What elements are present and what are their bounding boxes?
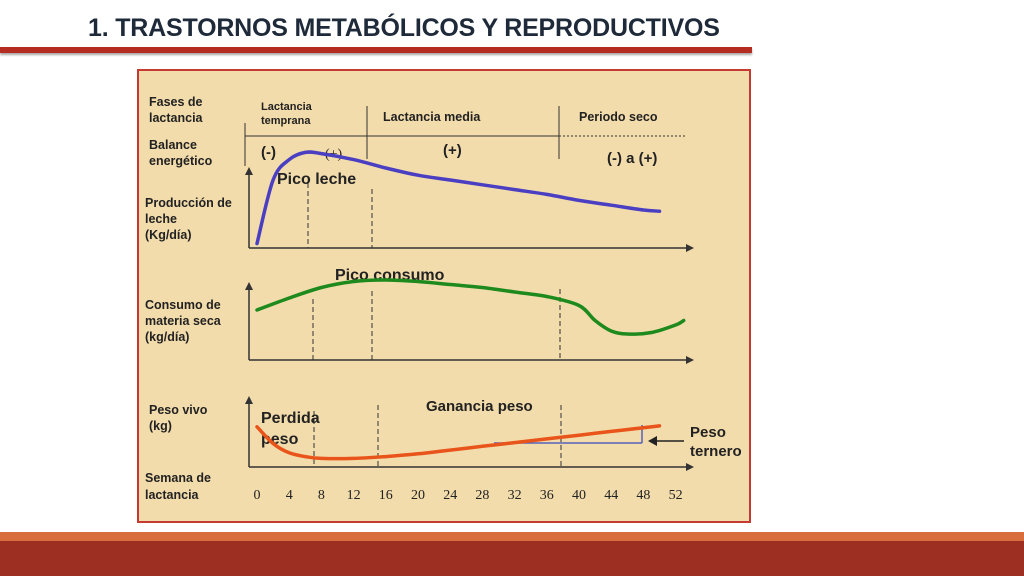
week-tick-44: 44 (604, 488, 618, 503)
dmi-axis-label-line3: (kg/día) (145, 330, 189, 344)
balance-early-negative: (-) (261, 144, 276, 161)
week-tick-28: 28 (475, 488, 489, 503)
weight-axis-label-line1: Peso vivo (149, 403, 208, 417)
phases-label-line1: Fases de (149, 95, 203, 109)
weight-loss-annotation-line2: peso (261, 431, 299, 448)
dmi-x-axis-arrow (686, 356, 694, 364)
footer-band (0, 541, 1024, 576)
balance-label-line1: Balance (149, 138, 197, 152)
balance-label-line2: energético (149, 154, 213, 168)
phase-mid: Lactancia media (383, 110, 481, 124)
dmi-axis-label-line2: materia seca (145, 314, 222, 328)
week-tick-36: 36 (540, 488, 554, 503)
title-underline (0, 47, 752, 53)
week-tick-24: 24 (443, 488, 457, 503)
calf-weight-annotation-line2: ternero (690, 443, 742, 460)
calf-weight-arrow-head (648, 436, 657, 446)
week-tick-16: 16 (379, 488, 393, 503)
week-tick-40: 40 (572, 488, 586, 503)
phase-early-line1: Lactancia (261, 101, 313, 113)
weight-loss-annotation-line1: Perdida (261, 410, 320, 427)
balance-mid: (+) (443, 142, 462, 159)
x-axis-label-line1: Semana de (145, 471, 211, 485)
milk-axis-label-line3: (Kg/día) (145, 228, 192, 242)
milk-y-axis-arrow (245, 167, 253, 175)
diagram-canvas: Fases de lactancia Balance energético La… (145, 95, 742, 503)
balance-dry: (-) a (+) (607, 150, 657, 167)
phases-label-line2: lactancia (149, 111, 204, 125)
x-axis-label-line2: lactancia (145, 488, 200, 502)
week-ticks: 0 4 8 12 16 20 24 28 32 36 40 44 48 52 (254, 488, 683, 503)
week-tick-52: 52 (669, 488, 683, 503)
footer-band-accent (0, 532, 1024, 541)
calf-weight-annotation-line1: Peso (690, 424, 726, 441)
dry-matter-intake-curve (255, 278, 686, 336)
weight-gain-annotation: Ganancia peso (426, 398, 533, 415)
week-tick-4: 4 (286, 488, 293, 503)
week-tick-20: 20 (411, 488, 425, 503)
milk-axis-label-line2: leche (145, 212, 177, 226)
week-tick-12: 12 (347, 488, 361, 503)
weight-axis-label-line2: (kg) (149, 419, 172, 433)
milk-axis-label-line1: Producción de (145, 196, 232, 210)
week-tick-32: 32 (508, 488, 522, 503)
week-tick-8: 8 (318, 488, 325, 503)
lactation-diagram: Fases de lactancia Balance energético La… (137, 69, 751, 523)
phase-early-line2: temprana (261, 115, 311, 127)
milk-production-curve (255, 150, 662, 246)
phase-dry: Periodo seco (579, 110, 658, 124)
week-tick-0: 0 (254, 488, 261, 503)
body-weight-curve (255, 424, 662, 461)
dmi-y-axis-arrow (245, 282, 253, 290)
weight-x-axis-arrow (686, 463, 694, 471)
milk-x-axis-arrow (686, 244, 694, 252)
milk-peak-annotation: Pico leche (277, 171, 356, 188)
slide-title: 1. TRASTORNOS METABÓLICOS Y REPRODUCTIVO… (88, 14, 720, 42)
weight-y-axis-arrow (245, 396, 253, 404)
week-tick-48: 48 (636, 488, 650, 503)
dmi-axis-label-line1: Consumo de (145, 298, 221, 312)
